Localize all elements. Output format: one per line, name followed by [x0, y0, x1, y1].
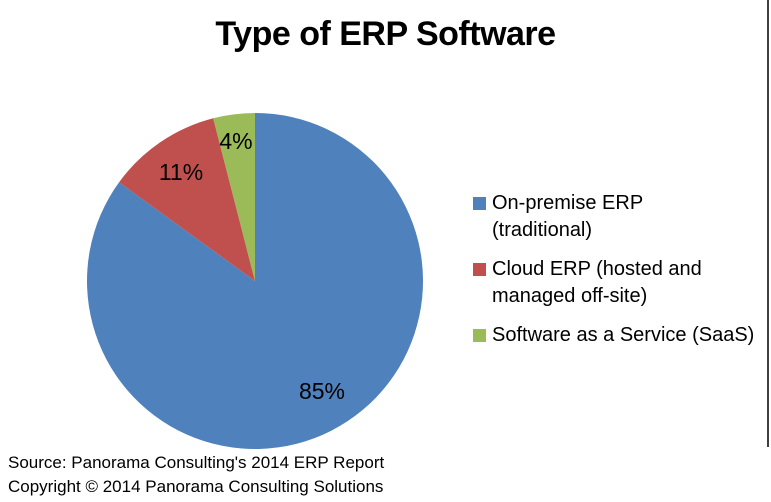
- pie-slice-label-1: 11%: [159, 159, 203, 185]
- pie-slice-1: [119, 118, 255, 281]
- legend-label-line: On-premise ERP: [492, 192, 644, 214]
- legend-label-line: (traditional): [492, 219, 593, 241]
- source-note: Source: Panorama Consulting's 2014 ERP R…: [8, 451, 384, 499]
- source-line: Source: Panorama Consulting's 2014 ERP R…: [8, 453, 385, 472]
- legend-item-cloud: Cloud ERP (hosted and managed off-site): [473, 256, 769, 310]
- legend-label-on-premise: On-premise ERP (traditional): [492, 190, 643, 244]
- chart-title: Type of ERP Software: [215, 15, 556, 53]
- legend-swatch-cloud: [473, 263, 486, 276]
- pie-slice-0: [87, 112, 424, 449]
- pie-slice-label-2: 4%: [219, 128, 252, 154]
- legend-label-line: managed off-site): [492, 285, 648, 307]
- pie-slice-2: [213, 113, 255, 281]
- legend-item-saas: Software as a Service (SaaS): [473, 322, 769, 349]
- legend: On-premise ERP (traditional) Cloud ERP (…: [473, 190, 769, 361]
- legend-swatch-saas: [473, 329, 486, 342]
- legend-label-cloud: Cloud ERP (hosted and managed off-site): [492, 256, 702, 310]
- pie-slice-label-0: 85%: [299, 378, 345, 404]
- legend-label-line: Cloud ERP (hosted and: [492, 258, 702, 280]
- legend-label-saas: Software as a Service (SaaS): [492, 322, 754, 349]
- legend-item-on-premise: On-premise ERP (traditional): [473, 190, 769, 244]
- copyright-line: Copyright © 2014 Panorama Consulting Sol…: [8, 477, 384, 496]
- legend-swatch-on-premise: [473, 197, 486, 210]
- frame-border-right: [767, 0, 769, 447]
- legend-label-line: Software as a Service (SaaS): [492, 324, 755, 346]
